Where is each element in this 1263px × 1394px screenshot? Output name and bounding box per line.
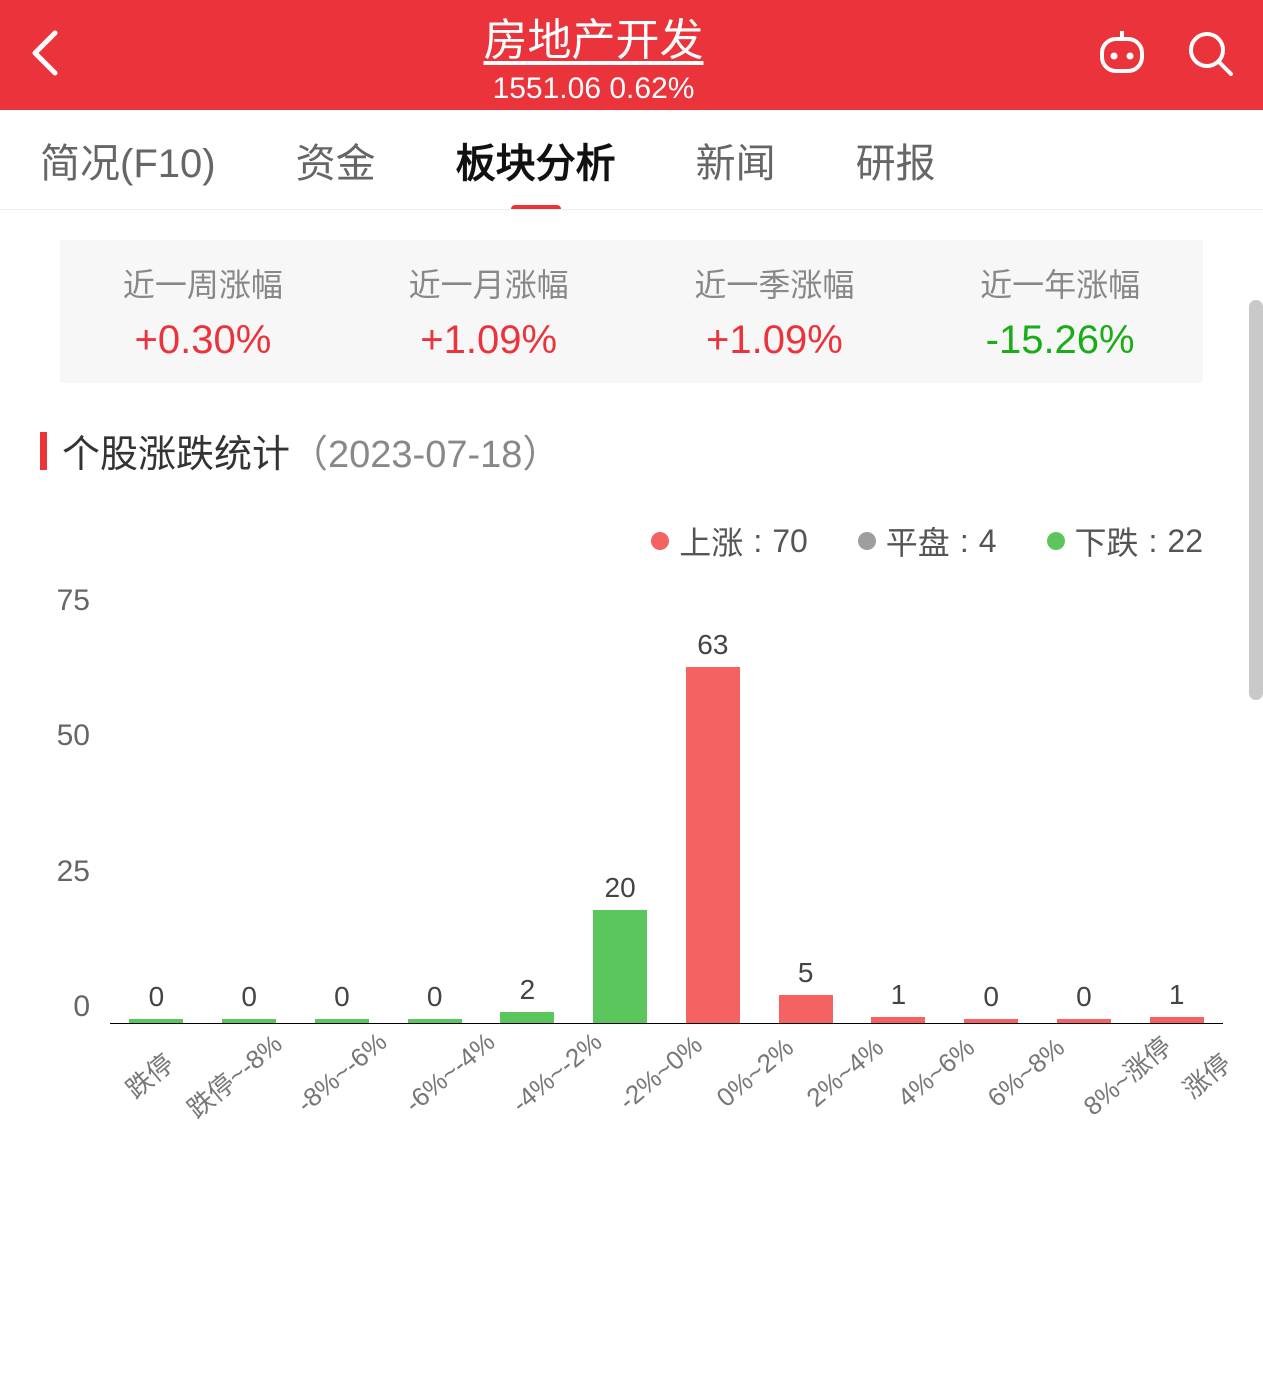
robot-icon[interactable] bbox=[1097, 31, 1147, 80]
bar-col-11[interactable]: 1 bbox=[1130, 599, 1223, 1023]
stat-label: 近一年涨幅 bbox=[917, 260, 1203, 306]
bar bbox=[779, 995, 833, 1023]
scrollbar[interactable] bbox=[1249, 300, 1263, 700]
legend-down: 下跌: 22 bbox=[1047, 518, 1204, 564]
x-axis-labels: 跌停跌停~-8%-8%~-6%-6%~-4%-4%~-2%-2%~0%0%~2%… bbox=[110, 1034, 1223, 1144]
stat-cell-3: 近一年涨幅 -15.26% bbox=[917, 260, 1203, 363]
stat-cell-1: 近一月涨幅 +1.09% bbox=[346, 260, 632, 363]
bar-col-10[interactable]: 0 bbox=[1038, 599, 1131, 1023]
stat-value: +0.30% bbox=[60, 318, 346, 363]
bar-col-7[interactable]: 5 bbox=[759, 599, 852, 1023]
bar-col-2[interactable]: 0 bbox=[296, 599, 389, 1023]
bar-value: 63 bbox=[697, 629, 728, 661]
tab-1[interactable]: 资金 bbox=[256, 131, 416, 189]
stat-label: 近一周涨幅 bbox=[60, 260, 346, 306]
bar-value: 2 bbox=[520, 974, 536, 1006]
page-subtitle: 1551.06 0.62% bbox=[90, 72, 1097, 106]
bar-col-3[interactable]: 0 bbox=[388, 599, 481, 1023]
stat-value: +1.09% bbox=[346, 318, 632, 363]
app-header: 房地产开发 1551.06 0.62% bbox=[0, 0, 1263, 110]
index-value: 1551.06 bbox=[493, 72, 601, 105]
tab-2[interactable]: 板块分析 bbox=[416, 131, 656, 189]
bar-value: 0 bbox=[334, 981, 350, 1013]
bar bbox=[964, 1019, 1018, 1023]
page-title: 房地产开发 bbox=[90, 4, 1097, 68]
bar-value: 0 bbox=[983, 981, 999, 1013]
bar-col-0[interactable]: 0 bbox=[110, 599, 203, 1023]
legend-down-label: 下跌 bbox=[1075, 518, 1139, 564]
bar bbox=[593, 910, 647, 1023]
bar bbox=[1150, 1017, 1204, 1023]
stat-cell-0: 近一周涨幅 +0.30% bbox=[60, 260, 346, 363]
index-change: 0.62% bbox=[609, 72, 694, 105]
section-title-text: 个股涨跌统计 bbox=[62, 423, 290, 478]
legend-flat: 平盘: 4 bbox=[858, 518, 997, 564]
legend-up: 上涨: 70 bbox=[651, 518, 808, 564]
tab-4[interactable]: 研报 bbox=[816, 131, 976, 189]
bar-value: 0 bbox=[1076, 981, 1092, 1013]
legend-up-label: 上涨 bbox=[679, 518, 743, 564]
stat-value: -15.26% bbox=[917, 318, 1203, 363]
chart-legend: 上涨: 70 平盘: 4 下跌: 22 bbox=[0, 518, 1203, 564]
search-icon[interactable] bbox=[1187, 30, 1233, 81]
legend-flat-value: 4 bbox=[979, 523, 997, 560]
section-date: （2023-07-18） bbox=[290, 423, 560, 478]
stat-value: +1.09% bbox=[632, 318, 918, 363]
bar-col-9[interactable]: 0 bbox=[945, 599, 1038, 1023]
stat-label: 近一季涨幅 bbox=[632, 260, 918, 306]
bar bbox=[1057, 1019, 1111, 1023]
chart-plot-area: 0 0 0 0 2 20 63 5 1 0 0 1 bbox=[110, 599, 1223, 1024]
legend-dot-up bbox=[651, 532, 669, 550]
bar bbox=[686, 667, 740, 1023]
bar-col-5[interactable]: 20 bbox=[574, 599, 667, 1023]
stat-cell-2: 近一季涨幅 +1.09% bbox=[632, 260, 918, 363]
bar-col-8[interactable]: 1 bbox=[852, 599, 945, 1023]
y-tick: 0 bbox=[30, 990, 90, 1024]
bar-col-4[interactable]: 2 bbox=[481, 599, 574, 1023]
y-tick: 50 bbox=[30, 719, 90, 753]
bar-value: 20 bbox=[605, 872, 636, 904]
legend-flat-label: 平盘 bbox=[886, 518, 950, 564]
bar-col-6[interactable]: 63 bbox=[667, 599, 760, 1023]
bar-value: 1 bbox=[1169, 979, 1185, 1011]
header-actions bbox=[1097, 30, 1233, 81]
legend-dot-down bbox=[1047, 532, 1065, 550]
header-title-block[interactable]: 房地产开发 1551.06 0.62% bbox=[90, 4, 1097, 106]
legend-dot-flat bbox=[858, 532, 876, 550]
y-tick: 75 bbox=[30, 584, 90, 618]
tab-0[interactable]: 简况(F10) bbox=[0, 131, 256, 189]
scrollbar-thumb[interactable] bbox=[1249, 300, 1263, 700]
bar-value: 5 bbox=[798, 957, 814, 989]
tab-bar: 简况(F10)资金板块分析新闻研报 bbox=[0, 110, 1263, 210]
bar-value: 0 bbox=[241, 981, 257, 1013]
bar bbox=[408, 1019, 462, 1023]
y-tick: 25 bbox=[30, 855, 90, 889]
y-axis: 75 50 25 0 bbox=[30, 584, 100, 1024]
bar bbox=[315, 1019, 369, 1023]
section-title: 个股涨跌统计 （2023-07-18） bbox=[40, 423, 1223, 478]
period-stats-row: 近一周涨幅+0.30%近一月涨幅+1.09%近一季涨幅+1.09%近一年涨幅-1… bbox=[60, 240, 1203, 383]
back-button[interactable] bbox=[30, 28, 90, 83]
bar bbox=[129, 1019, 183, 1023]
bar-value: 0 bbox=[427, 981, 443, 1013]
legend-down-value: 22 bbox=[1167, 523, 1203, 560]
bar bbox=[871, 1017, 925, 1023]
bar bbox=[500, 1012, 554, 1023]
bar-col-1[interactable]: 0 bbox=[203, 599, 296, 1023]
chevron-left-icon bbox=[30, 28, 60, 78]
stat-label: 近一月涨幅 bbox=[346, 260, 632, 306]
distribution-chart: 75 50 25 0 0 0 0 0 2 20 63 5 1 0 0 1 跌停跌停~-8%-8%~-6%-6… bbox=[30, 584, 1233, 1144]
bar-value: 0 bbox=[149, 981, 165, 1013]
legend-up-value: 70 bbox=[772, 523, 808, 560]
bar-value: 1 bbox=[891, 979, 907, 1011]
tab-3[interactable]: 新闻 bbox=[656, 131, 816, 189]
bar bbox=[222, 1019, 276, 1023]
